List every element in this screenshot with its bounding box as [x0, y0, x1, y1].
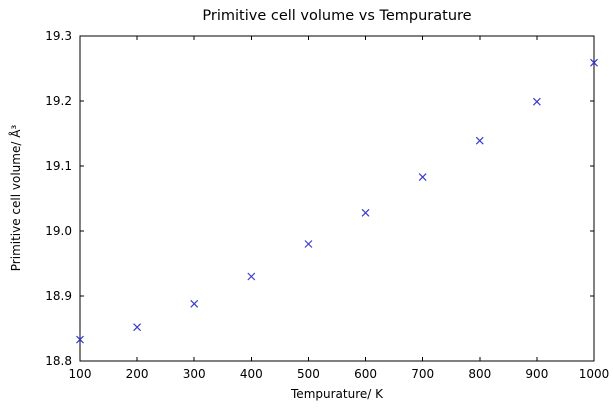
y-tick-label: 18.9 [45, 289, 72, 303]
x-tick-label: 600 [354, 367, 377, 381]
data-point-marker [304, 240, 313, 248]
y-tick-label: 18.8 [45, 354, 72, 368]
y-tick-label: 19.1 [45, 159, 72, 173]
data-point-marker [590, 58, 598, 67]
x-tick-label: 900 [525, 367, 548, 381]
y-tick-label: 19.2 [45, 94, 72, 108]
data-point-marker [133, 323, 142, 332]
x-tick-label: 500 [297, 367, 320, 381]
x-axis-label: Tempurature/ K [291, 387, 383, 401]
y-tick-label: 19.0 [45, 224, 72, 238]
x-tick-label: 300 [183, 367, 206, 381]
x-tick-label: 200 [126, 367, 149, 381]
x-tick-label: 100 [69, 367, 92, 381]
data-point-marker [190, 299, 199, 308]
x-tick-label: 700 [411, 367, 434, 381]
data-point-marker [361, 208, 370, 217]
data-point-marker [247, 272, 256, 281]
data-point-marker [475, 136, 484, 145]
x-tick-label: 800 [468, 367, 491, 381]
chart-title: Primitive cell volume vs Tempurature [202, 8, 472, 24]
data-point-marker [532, 97, 541, 106]
data-point-marker [76, 335, 84, 344]
data-point-marker [418, 173, 427, 181]
x-tick-label: 400 [240, 367, 263, 381]
x-tick-label: 1000 [579, 367, 610, 381]
axes-frame [79, 35, 595, 362]
y-tick-label: 19.3 [45, 29, 72, 43]
